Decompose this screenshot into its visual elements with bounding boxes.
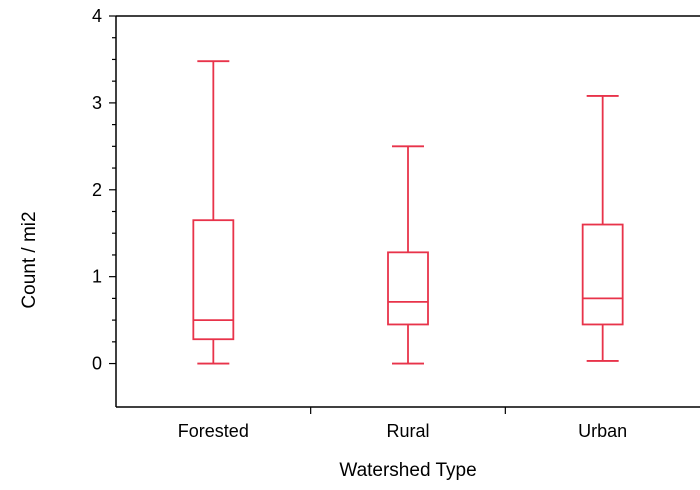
- y-axis-ticks: 0 1 2 3 4: [92, 6, 116, 374]
- x-tick-label: Urban: [578, 421, 627, 441]
- iqr-box: [581, 223, 624, 326]
- box-forested: [192, 60, 235, 365]
- box-rural: [387, 145, 429, 365]
- iqr-box: [387, 251, 429, 326]
- iqr-box: [192, 219, 235, 341]
- y-tick-label: 3: [92, 93, 102, 113]
- x-axis-ticks: Forested Rural Urban: [178, 407, 627, 441]
- y-tick-label: 1: [92, 267, 102, 287]
- y-tick-label: 4: [92, 6, 102, 26]
- y-tick-label: 2: [92, 180, 102, 200]
- box-urban: [581, 95, 624, 362]
- box-series: [192, 60, 624, 365]
- y-axis-title: Count / mi2: [19, 211, 40, 308]
- x-tick-label: Rural: [386, 421, 429, 441]
- x-tick-label: Forested: [178, 421, 249, 441]
- x-axis-title: Watershed Type: [339, 460, 476, 481]
- y-tick-label: 0: [92, 354, 102, 374]
